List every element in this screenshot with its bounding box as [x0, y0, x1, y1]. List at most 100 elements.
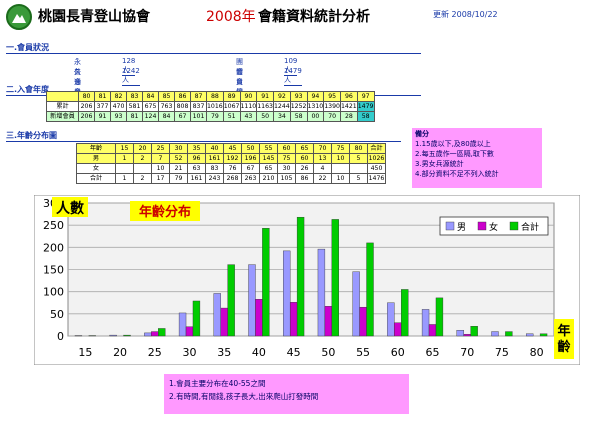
age-cell: 63	[187, 163, 206, 174]
join-year-cell: 86	[174, 91, 191, 102]
chart-title: 年齡分布	[139, 204, 191, 220]
legend-swatch	[509, 221, 519, 231]
bar-合計	[262, 228, 270, 337]
bar-合計	[505, 331, 513, 337]
bar-女	[185, 326, 194, 337]
association-logo	[6, 4, 32, 30]
x-tick-label: 75	[495, 346, 509, 359]
x-axis-label-char: 齡	[557, 339, 570, 355]
remarks-title: 備分	[415, 130, 429, 138]
age-cell: 268	[223, 173, 242, 184]
remarks-line: 3.男女兵源統計	[415, 160, 464, 168]
age-cell: 86	[295, 173, 314, 184]
x-axis-label-char: 年	[557, 323, 570, 339]
age-cell: 2	[133, 153, 152, 164]
age-cell: 15	[115, 143, 134, 154]
join-year-header-cell: 累計	[46, 101, 79, 112]
y-tick-label: 50	[50, 308, 64, 321]
age-cell: 65	[259, 163, 278, 174]
age-cell: 83	[205, 163, 224, 174]
age-cell: 22	[313, 173, 332, 184]
bar-合計	[401, 289, 409, 337]
age-cell	[115, 163, 134, 174]
bar-合計	[366, 242, 374, 337]
age-cell: 161	[205, 153, 224, 164]
x-tick-label: 35	[217, 346, 231, 359]
bar-女	[324, 306, 333, 337]
join-year-cell: 58	[356, 111, 375, 122]
age-cell: 20	[133, 143, 152, 154]
age-cell: 75	[277, 153, 296, 164]
age-cell: 80	[349, 143, 368, 154]
y-tick-label: 250	[43, 219, 64, 232]
bar-男	[178, 312, 187, 337]
x-tick-label: 50	[321, 346, 335, 359]
age-cell: 1	[115, 173, 134, 184]
age-cell: 13	[313, 153, 332, 164]
x-tick-label: 65	[426, 346, 440, 359]
join-year-header-cell	[46, 91, 79, 102]
age-cell: 76	[223, 163, 242, 174]
age-cell: 210	[259, 173, 278, 184]
age-cell: 2	[133, 173, 152, 184]
summary-value: 128 人	[122, 57, 136, 76]
bar-合計	[192, 300, 201, 337]
bar-男	[421, 309, 430, 337]
join-year-cell: 89	[222, 91, 241, 102]
bar-男	[248, 264, 256, 337]
join-year-cell: 101	[190, 111, 207, 122]
age-cell: 145	[259, 153, 278, 164]
join-year-cell: 96	[340, 91, 358, 102]
report-title: 會籍資料統計分析	[258, 9, 370, 25]
join-year-cell: 1421	[340, 101, 358, 112]
age-cell: 合計	[367, 143, 386, 154]
age-header-cell: 男	[76, 153, 116, 164]
age-distribution-table: 年齡 15 20 25 30 35 40 45 50 55 60 65 70 75 80 合計 男 1 2 7 52 9…	[76, 143, 386, 184]
bar-合計	[470, 326, 478, 337]
age-cell: 25	[151, 143, 170, 154]
x-tick-label: 20	[113, 346, 127, 359]
conclusion-line: 1.會員主要分布在40-55之間	[169, 379, 266, 388]
y-tick-label: 0	[57, 330, 64, 343]
summary-value: 109 人	[284, 57, 298, 76]
bar-合計	[296, 216, 305, 337]
join-year-cell: 82	[110, 91, 127, 102]
join-year-cell: 95	[323, 91, 341, 102]
age-cell: 105	[277, 173, 296, 184]
join-year-cell: 85	[158, 91, 175, 102]
age-cell: 70	[313, 143, 332, 154]
join-year-cell: 93	[289, 91, 308, 102]
join-year-cell: 83	[126, 91, 143, 102]
age-cell	[331, 163, 350, 174]
join-year-cell: 43	[239, 111, 258, 122]
bar-女	[289, 302, 298, 337]
bar-男	[352, 271, 360, 337]
section1-divider	[6, 53, 421, 54]
age-cell: 5	[349, 173, 368, 184]
y-tick-label: 150	[43, 264, 64, 277]
age-cell: 50	[241, 143, 260, 154]
age-cell: 17	[151, 173, 170, 184]
bar-男	[109, 334, 117, 337]
legend-label: 男	[457, 222, 466, 233]
age-cell: 192	[223, 153, 242, 164]
y-label-bg	[52, 197, 88, 217]
join-year-cell: 837	[190, 101, 207, 112]
join-year-cell: 88	[206, 91, 224, 102]
join-year-cell: 00	[306, 111, 325, 122]
bar-女	[359, 306, 367, 337]
x-label-bg	[554, 319, 574, 359]
chart-title-bg	[130, 201, 200, 221]
join-year-cell: 91	[256, 91, 274, 102]
age-cell: 450	[367, 163, 386, 174]
age-cell: 243	[205, 173, 224, 184]
join-year-cell: 808	[174, 101, 191, 112]
age-cell: 35	[187, 143, 206, 154]
join-year-cell: 87	[190, 91, 207, 102]
bar-合計	[539, 333, 548, 337]
join-year-cell: 1163	[256, 101, 274, 112]
join-year-cell: 81	[126, 111, 143, 122]
x-tick-label: 80	[530, 346, 544, 359]
x-tick-label: 15	[78, 346, 92, 359]
y-tick-label: 100	[43, 286, 64, 299]
